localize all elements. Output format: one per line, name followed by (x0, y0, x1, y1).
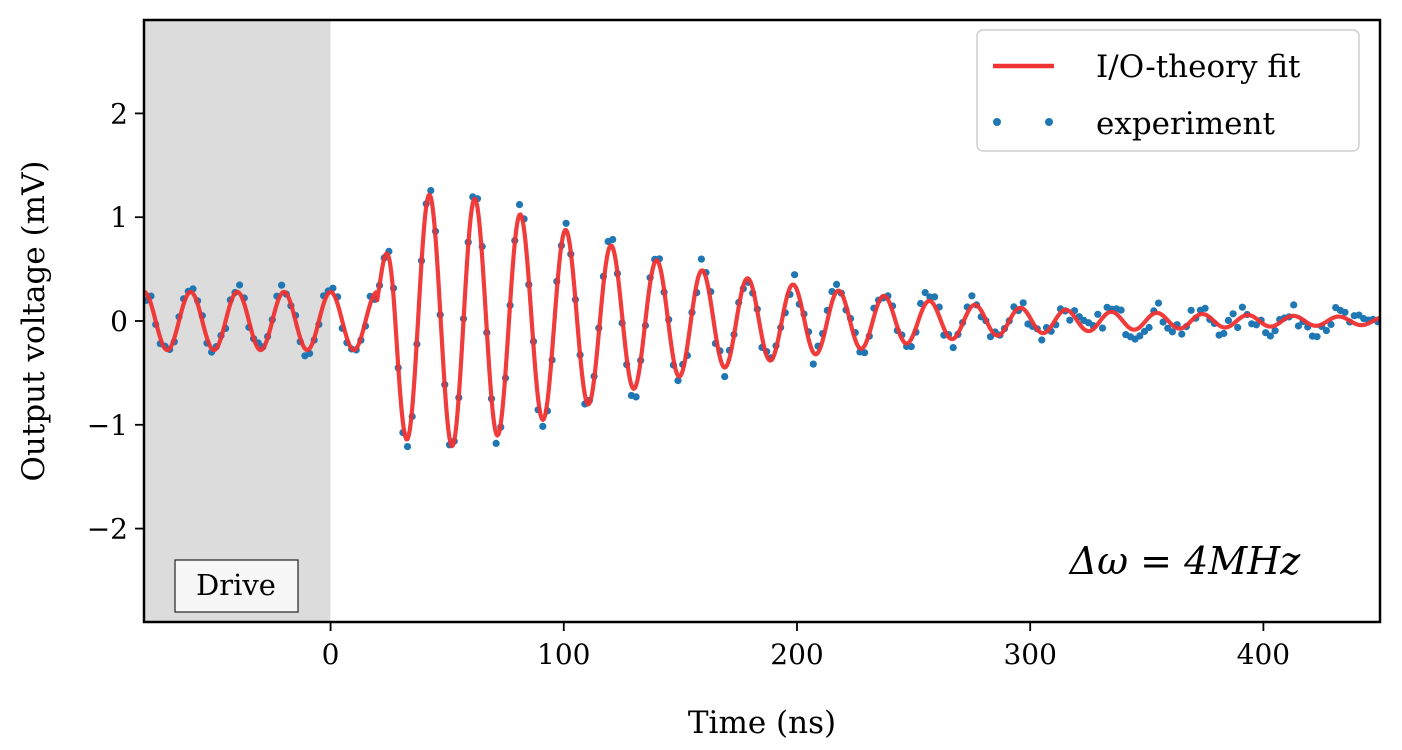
experiment-point (1066, 316, 1074, 324)
experiment-point (1098, 324, 1107, 332)
experiment-point (1019, 299, 1027, 307)
experiment-point (1229, 310, 1237, 318)
experiment-point (861, 349, 869, 357)
experiment-point (492, 439, 500, 447)
experiment-point (515, 201, 524, 209)
experiment-point (721, 373, 729, 381)
experiment-point (1038, 336, 1046, 344)
legend-experiment-marker (993, 118, 1001, 126)
experiment-point (1266, 332, 1274, 340)
experiment-point (609, 235, 617, 244)
drive-shaded-region (144, 20, 331, 622)
experiment-point (236, 281, 244, 289)
experiment-point (1294, 322, 1302, 330)
y-tick-label: 0 (110, 305, 128, 338)
legend: I/O-theory fit experiment (976, 29, 1360, 152)
experiment-point (1252, 321, 1260, 329)
y-tick-label: −1 (87, 409, 128, 442)
experiment-point (278, 281, 286, 289)
experiment-point (427, 187, 435, 195)
experiment-point (632, 393, 640, 401)
experiment-point (1178, 330, 1186, 338)
experiment-point (1220, 329, 1228, 338)
experiment-point (1322, 327, 1330, 335)
experiment-point (1187, 306, 1195, 314)
experiment-point (949, 344, 957, 352)
experiment-point (921, 289, 929, 297)
experiment-point (1341, 308, 1349, 316)
experiment-point (1238, 303, 1246, 311)
experiment-point (791, 271, 799, 279)
experiment-point (697, 255, 706, 263)
experiment-point (1145, 323, 1153, 332)
y-tick-label: 1 (110, 201, 128, 234)
x-axis-label: Time (ns) (688, 705, 836, 741)
drive-label-box: Drive (174, 559, 299, 613)
experiment-point (833, 280, 841, 288)
experiment-point (674, 377, 682, 385)
experiment-point (1234, 323, 1242, 332)
experiment-point (1290, 301, 1298, 309)
experiment-point (1313, 333, 1321, 341)
experiment-point (1327, 320, 1335, 329)
legend-experiment-label: experiment (1096, 106, 1275, 142)
experiment-point (1117, 306, 1125, 314)
y-axis-label: Output voltage (mV) (16, 160, 52, 481)
y-tick-label: −2 (87, 513, 128, 546)
y-tick-label: 2 (110, 97, 128, 130)
drive-label: Drive (196, 568, 276, 602)
experiment-point (931, 293, 939, 301)
x-tick-label: 0 (322, 638, 340, 671)
experiment-point (403, 443, 412, 451)
fit-line (144, 192, 1380, 449)
x-tick-label: 100 (537, 638, 590, 671)
experiment-point (539, 422, 547, 430)
experiment-point (1154, 299, 1163, 307)
experiment-point (968, 292, 976, 300)
experiment-point (562, 219, 570, 227)
experiment-point (1136, 332, 1144, 340)
experiment-point (809, 360, 817, 368)
x-tick-label: 200 (770, 638, 823, 671)
experiment-point (1201, 304, 1209, 312)
delta-omega-annotation: Δω = 4MHz (1068, 539, 1302, 583)
experiment-point (1271, 327, 1279, 335)
x-tick-label: 300 (1003, 638, 1056, 671)
experiment-point (907, 343, 915, 351)
experiment-point (1094, 310, 1102, 318)
legend-experiment-marker (1045, 118, 1053, 126)
legend-fit-label: I/O-theory fit (1096, 49, 1301, 85)
x-tick-label: 400 (1237, 638, 1290, 671)
experiment-point (1224, 316, 1232, 324)
experiment-point (1168, 328, 1176, 336)
